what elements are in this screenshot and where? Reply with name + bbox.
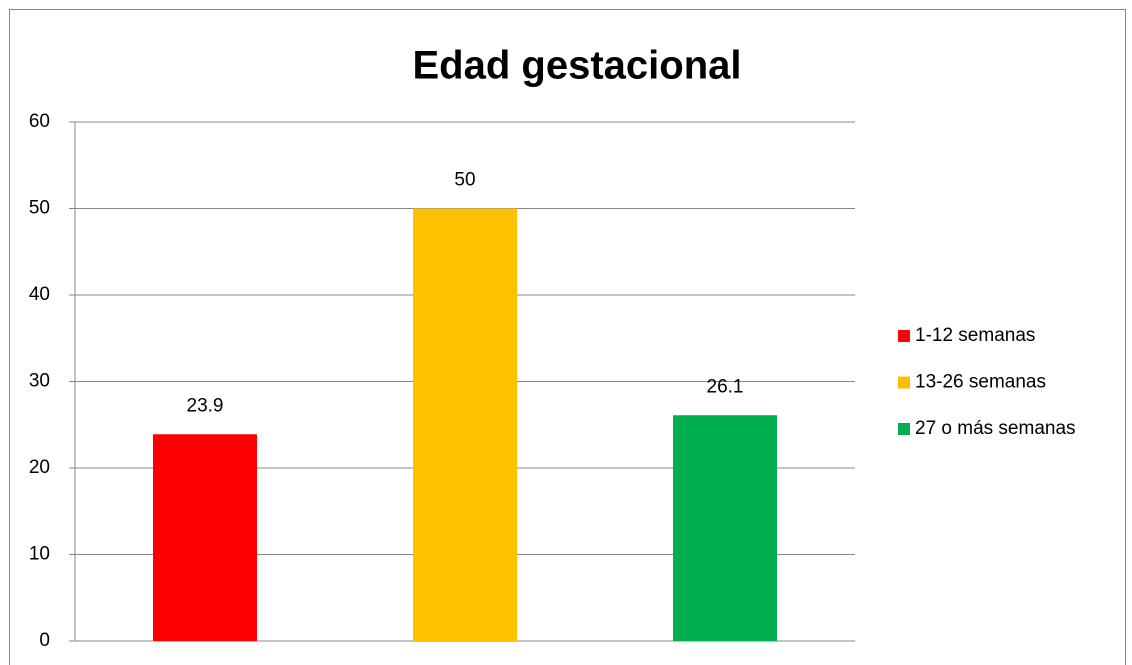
- data-label: 23.9: [187, 395, 224, 416]
- bar: [153, 434, 257, 641]
- bar: [673, 415, 777, 641]
- y-tick-label: 10: [29, 544, 50, 565]
- y-tick-label: 30: [29, 371, 50, 392]
- y-tick-label: 0: [39, 630, 50, 651]
- legend-swatch: [898, 330, 910, 342]
- legend-swatch: [898, 376, 910, 389]
- y-tick-label: 60: [29, 111, 50, 132]
- data-label: 50: [454, 170, 475, 191]
- y-tick-label: 50: [29, 198, 50, 219]
- y-tick-label: 20: [29, 457, 50, 478]
- legend-label: 27 o más semanas: [915, 418, 1076, 439]
- legend-label: 1-12 semanas: [915, 325, 1035, 346]
- legend-swatch: [898, 423, 910, 435]
- chart-title: Edad gestacional: [413, 44, 742, 88]
- data-label: 26.1: [707, 376, 744, 397]
- y-tick-label: 40: [29, 284, 50, 305]
- legend-label: 13-26 semanas: [915, 372, 1046, 393]
- bar: [413, 208, 517, 641]
